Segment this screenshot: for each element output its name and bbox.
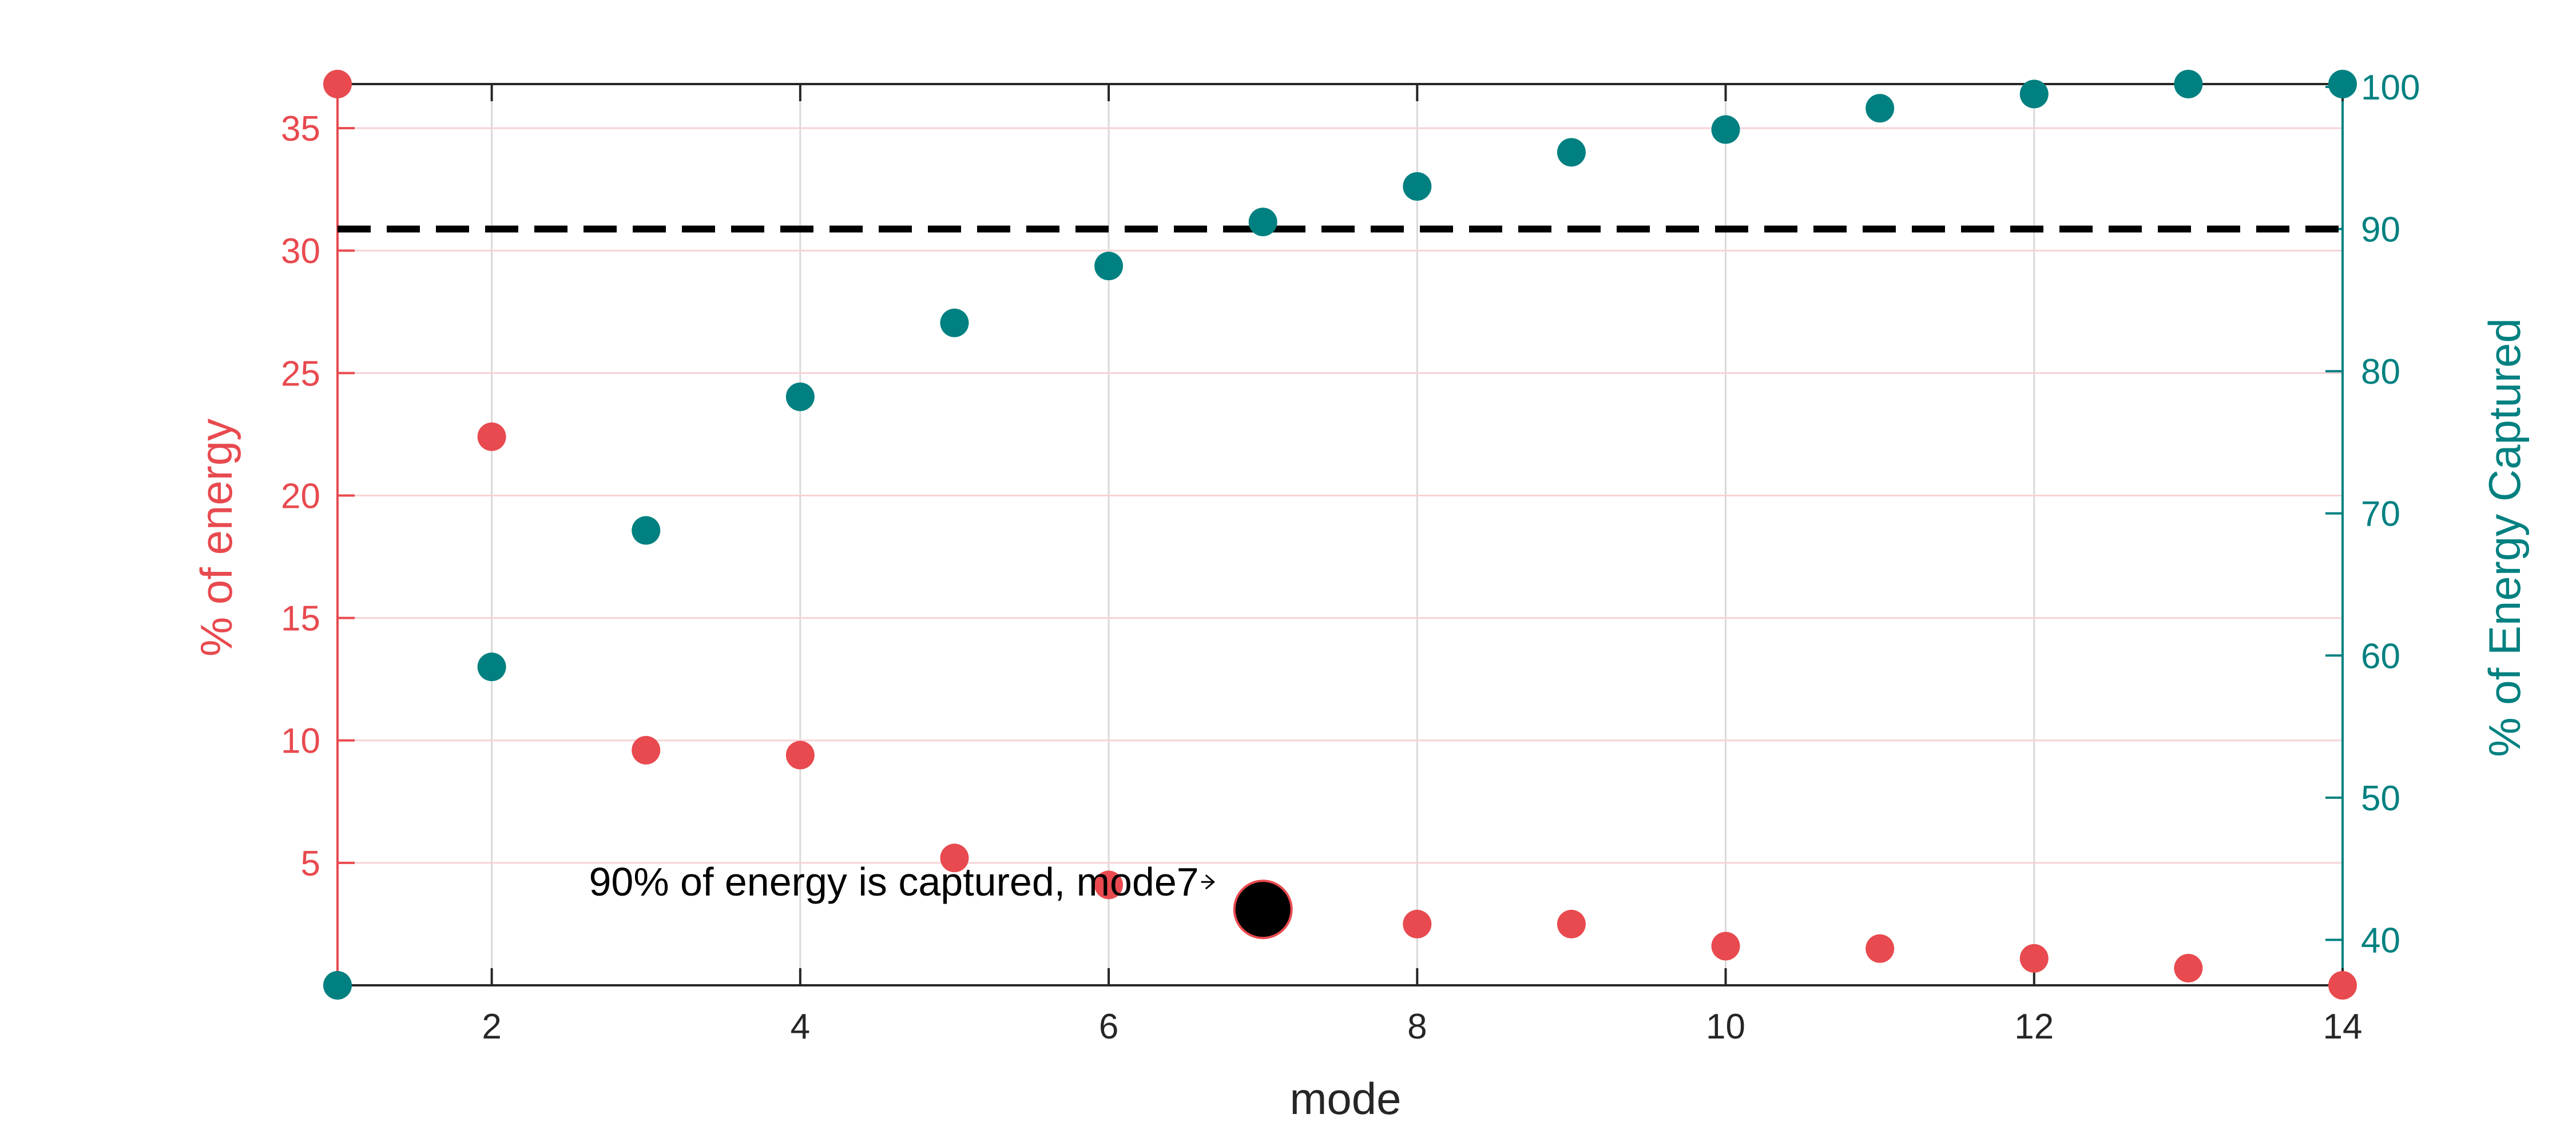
y-tick-label-right: 60 xyxy=(2361,636,2400,676)
energy-point xyxy=(2019,944,2049,973)
y-tick-label-left: 5 xyxy=(301,844,320,884)
captured-point xyxy=(632,516,661,545)
energy-point xyxy=(785,741,815,770)
series-right xyxy=(323,70,2357,1000)
captured-point xyxy=(1557,138,1586,167)
energy-point xyxy=(1557,909,1586,938)
captured-point xyxy=(2328,70,2357,98)
y-tick-label-left: 10 xyxy=(281,722,320,761)
y-tick-label-left: 35 xyxy=(281,109,320,149)
energy-point xyxy=(940,843,969,873)
captured-point xyxy=(2174,70,2203,98)
x-tick-label: 14 xyxy=(2323,1007,2363,1047)
captured-point xyxy=(1865,94,1895,123)
x-tick-label: 4 xyxy=(791,1007,810,1047)
captured-point xyxy=(1711,115,1740,144)
energy-point xyxy=(1711,932,1740,961)
captured-point xyxy=(1403,172,1432,201)
energy-point xyxy=(2328,971,2357,1000)
energy-point xyxy=(477,422,506,451)
y-tick-label-left: 15 xyxy=(281,599,320,639)
y-tick-label-right: 80 xyxy=(2361,352,2400,392)
captured-point xyxy=(1094,252,1124,281)
y-tick-label-right: 40 xyxy=(2361,921,2400,960)
y-tick-label-right: 70 xyxy=(2361,495,2400,534)
y-tick-label-right: 100 xyxy=(2361,68,2420,108)
highlight-marker xyxy=(1233,880,1293,940)
ticks: 2 4 6 8 10 12 14 5 10 15 20 25 30 35 40 50 60 70 80 90 100 xyxy=(281,68,2420,1047)
captured-point xyxy=(785,382,815,411)
y-tick-label-right: 90 xyxy=(2361,210,2400,250)
annotation-group: 90% of energy is captured, mode7 xyxy=(589,860,1293,940)
x-tick-label: 12 xyxy=(2014,1007,2054,1047)
energy-point xyxy=(323,70,352,98)
x-tick-label: 10 xyxy=(1706,1007,1745,1047)
captured-point xyxy=(477,652,506,682)
annotation-arrowhead xyxy=(1205,874,1215,890)
y-tick-label-left: 20 xyxy=(281,476,320,516)
y-axis-label-left: % of energy xyxy=(191,419,241,656)
energy-point xyxy=(2174,954,2203,983)
captured-point xyxy=(323,971,352,1000)
y-tick-label-left: 30 xyxy=(281,232,320,271)
annotation-text: 90% of energy is captured, mode7 xyxy=(589,860,1198,904)
captured-point xyxy=(2019,79,2049,109)
x-axis-label: mode xyxy=(1289,1073,1401,1124)
x-tick-label: 6 xyxy=(1099,1007,1118,1047)
energy-point xyxy=(1094,870,1124,900)
x-tick-label: 2 xyxy=(482,1007,501,1047)
axes xyxy=(336,83,2344,986)
captured-point xyxy=(1248,208,1277,237)
energy-point xyxy=(1403,909,1432,938)
x-tick-label: 8 xyxy=(1407,1007,1427,1047)
grid xyxy=(338,84,2344,985)
y-tick-label-left: 25 xyxy=(281,354,320,393)
energy-point xyxy=(1865,934,1895,963)
y-tick-label-right: 50 xyxy=(2361,779,2400,818)
energy-point xyxy=(632,735,661,765)
y-axis-label-right: % of Energy Captured xyxy=(2479,318,2530,757)
captured-point xyxy=(940,308,969,337)
